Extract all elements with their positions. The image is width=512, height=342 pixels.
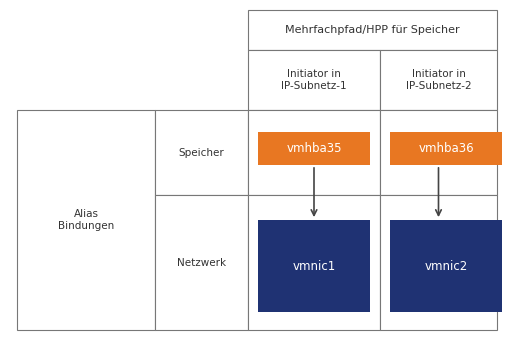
Text: Alias
Bindungen: Alias Bindungen — [58, 209, 114, 231]
Text: Mehrfachpfad/HPP für Speicher: Mehrfachpfad/HPP für Speicher — [285, 25, 460, 35]
Bar — [390, 132, 502, 165]
Bar — [390, 220, 502, 312]
Bar — [248, 195, 380, 330]
Bar — [155, 195, 248, 330]
Bar — [248, 110, 380, 195]
Text: Initiator in
IP-Subnetz-1: Initiator in IP-Subnetz-1 — [281, 69, 347, 91]
Text: Speicher: Speicher — [179, 147, 224, 158]
Bar — [258, 132, 370, 165]
Bar — [248, 10, 497, 50]
Bar — [380, 110, 497, 195]
Text: Netzwerk: Netzwerk — [177, 258, 226, 267]
Bar — [17, 110, 155, 330]
Text: vmnic2: vmnic2 — [424, 260, 467, 273]
Text: vmhba36: vmhba36 — [418, 142, 474, 155]
Bar — [258, 220, 370, 312]
Text: vmnic1: vmnic1 — [292, 260, 336, 273]
Bar — [248, 50, 380, 110]
Bar — [155, 110, 248, 195]
Text: Initiator in
IP-Subnetz-2: Initiator in IP-Subnetz-2 — [406, 69, 472, 91]
Bar — [380, 195, 497, 330]
Text: vmhba35: vmhba35 — [286, 142, 342, 155]
Bar — [380, 50, 497, 110]
